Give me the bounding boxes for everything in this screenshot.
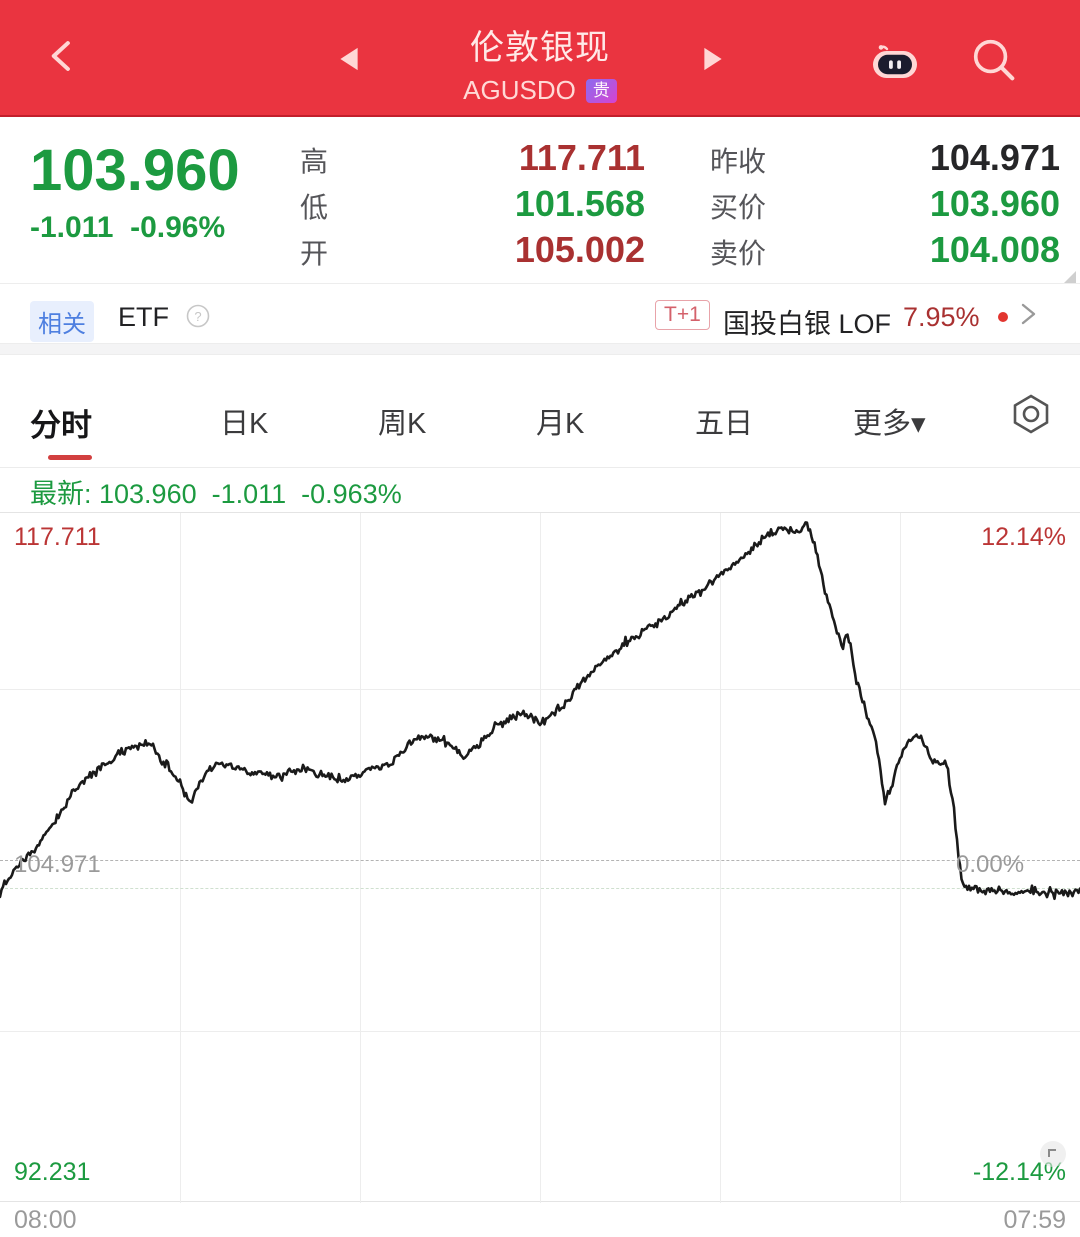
svg-text:?: ? [194,309,201,324]
